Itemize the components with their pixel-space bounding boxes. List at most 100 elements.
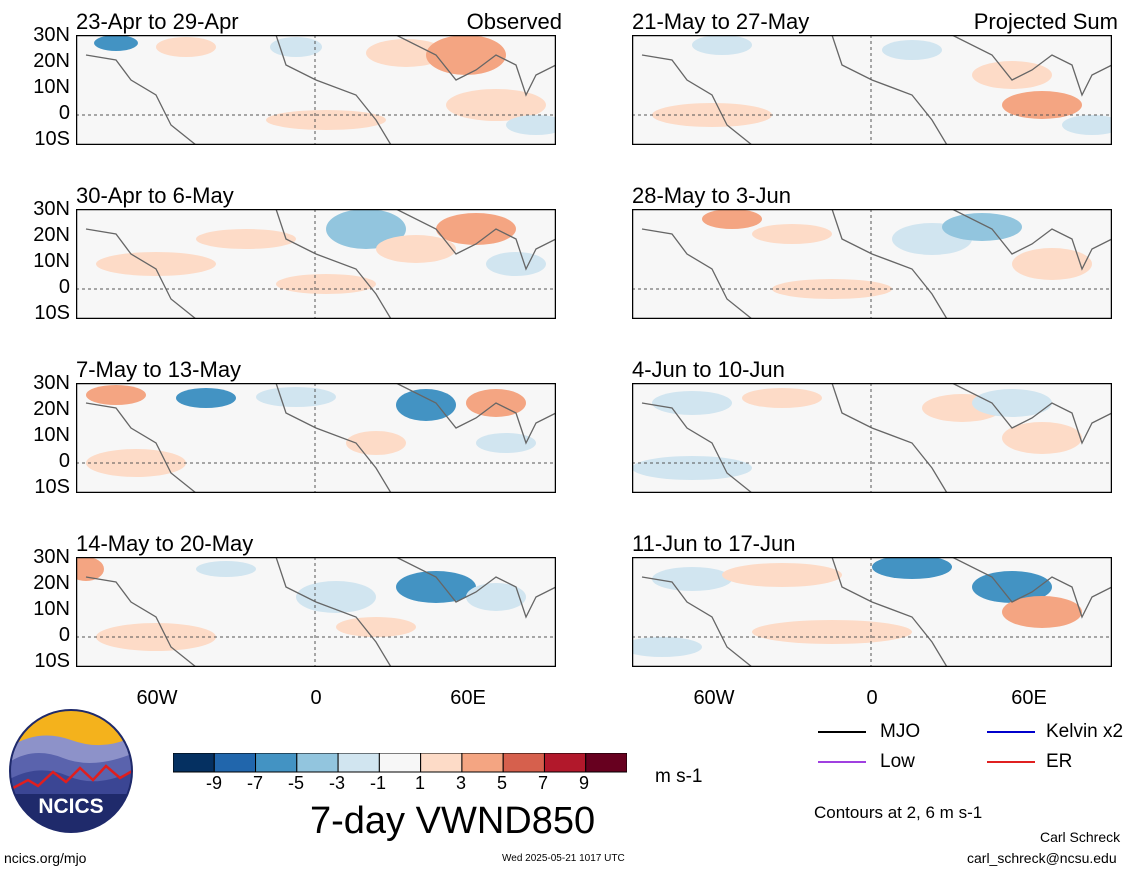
anomaly-patch (436, 213, 516, 245)
legend-swatch-er (987, 761, 1035, 763)
anomaly-patch (632, 456, 752, 480)
map-plot (632, 35, 1112, 145)
anomaly-patch (86, 385, 146, 405)
anomaly-patch (276, 274, 376, 294)
anomaly-patch (396, 389, 456, 421)
map-panel: 30-Apr to 6-May (76, 183, 556, 319)
map-plot (632, 557, 1112, 667)
panel-title: 11-Jun to 17-Jun (632, 531, 796, 556)
lon-label: 60W (136, 687, 178, 709)
colorbar-swatch (378, 753, 422, 773)
anomaly-patch (972, 571, 1052, 603)
panel-title: 28-May to 3-Jun (632, 183, 791, 208)
legend-swatch-low (818, 761, 866, 763)
anomaly-patch (702, 209, 762, 229)
anomaly-patch (872, 557, 952, 579)
colorbar-label: -9 (205, 773, 222, 793)
panel-tag: Projected Sum (973, 9, 1118, 34)
anomaly-patch (752, 224, 832, 244)
colorbar-swatch (502, 753, 545, 773)
panel-title: 14-May to 20-May (76, 531, 254, 556)
lat-label: 30N (33, 546, 70, 568)
anomaly-map (76, 383, 556, 493)
lat-label: 10N (33, 250, 70, 272)
legend-label-kelvin: Kelvin x2 (1046, 721, 1124, 742)
coastline (641, 557, 1112, 667)
anomaly-patch (652, 391, 732, 415)
lat-label: 20N (33, 50, 70, 72)
panel-title: 21-May to 27-May (632, 9, 810, 34)
ncics-logo: NCICS (9, 709, 133, 833)
lat-label: 0 (58, 450, 70, 472)
legend-label-low: Low (880, 751, 915, 772)
colorbar-label: -3 (328, 773, 345, 793)
anomaly-patch (196, 229, 296, 249)
map-panel: 21-May to 27-May Projected Sum (632, 9, 1118, 145)
footer-url: ncics.org/mjo (4, 850, 87, 866)
map-frame (76, 383, 556, 493)
map-frame (632, 383, 1112, 493)
lon-label: 60W (693, 687, 735, 709)
colorbar-label: -7 (246, 773, 263, 793)
footer-email: carl_schreck@ncsu.edu (967, 850, 1117, 866)
anomaly-map (632, 209, 1112, 319)
lat-label: 10S (34, 128, 70, 150)
colorbar-swatch (420, 753, 463, 773)
anomaly-patch (972, 389, 1052, 417)
colorbar-swatch (337, 753, 380, 773)
lat-label: 10S (34, 302, 70, 324)
map-plot (632, 383, 1112, 493)
anomaly-patch (426, 35, 506, 75)
anomaly-patch (652, 567, 732, 591)
lon-label: 0 (310, 687, 322, 709)
colorbar-units: m s-1 (655, 766, 703, 787)
anomaly-patch (336, 617, 416, 637)
anomaly-patch (1012, 248, 1092, 280)
anomaly-patch (466, 583, 526, 611)
anomaly-patch (366, 39, 446, 67)
lat-label: 20N (33, 398, 70, 420)
anomaly-patch (176, 388, 236, 408)
anomaly-patch (882, 40, 942, 60)
map-panel: 23-Apr to 29-Apr Observed (76, 9, 562, 145)
map-panel: 14-May to 20-May (76, 531, 556, 667)
anomaly-map (632, 35, 1112, 145)
lat-label: 10N (33, 598, 70, 620)
colorbar-label: 7 (537, 773, 548, 793)
colorbar-label: 9 (578, 773, 589, 793)
map-frame (632, 35, 1112, 145)
anomaly-map (76, 35, 556, 145)
map-frame (76, 557, 556, 667)
anomaly-patch (742, 388, 822, 408)
map-panel: 7-May to 13-May (76, 357, 556, 493)
anomaly-patch (266, 110, 386, 130)
legend-label-er: ER (1046, 751, 1073, 772)
coastline (641, 209, 1112, 319)
lon-label: 0 (866, 687, 878, 709)
anomaly-patch (942, 213, 1022, 241)
anomaly-patch (1062, 115, 1112, 135)
colorbar-swatch (461, 753, 504, 773)
main-title: 7-day VWND850 (310, 800, 596, 842)
anomaly-map (632, 383, 1112, 493)
anomaly-patch (376, 235, 456, 263)
anomaly-patch (486, 252, 546, 276)
coastline (641, 383, 1112, 493)
map-plot (76, 383, 556, 493)
panel-tag: Observed (466, 9, 562, 34)
lat-label: 10S (34, 650, 70, 672)
footer-timestamp: Wed 2025-05-21 1017 UTC (502, 853, 625, 864)
lat-label: 10N (33, 76, 70, 98)
lat-label: 0 (58, 102, 70, 124)
anomaly-patch (1002, 422, 1082, 454)
lon-label: 60E (450, 687, 486, 709)
lat-label: 20N (33, 224, 70, 246)
lon-label: 60E (1011, 687, 1047, 709)
legend-label-mjo: MJO (880, 721, 921, 742)
panel-title: 4-Jun to 10-Jun (632, 357, 785, 382)
colorbar-swatch (543, 753, 587, 773)
anomaly-patch (476, 433, 536, 453)
colorbar-label: 1 (414, 773, 425, 793)
anomaly-map (76, 557, 556, 667)
anomaly-patch (156, 37, 216, 57)
